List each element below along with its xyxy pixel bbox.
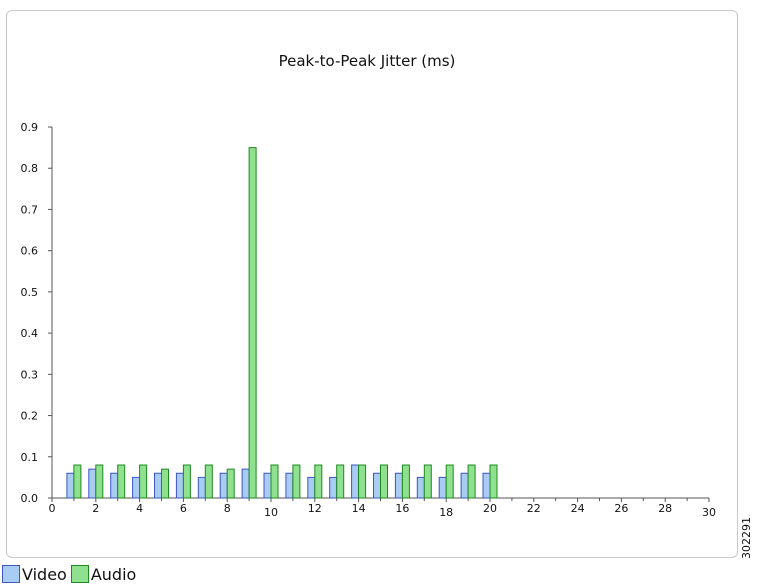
video-bar [329, 476, 338, 499]
y-tick-label: 0.4 [21, 327, 39, 340]
legend-swatch-video [2, 565, 20, 583]
x-tick-label: 14 [352, 502, 366, 515]
audio-bar [445, 464, 454, 499]
video-bar [373, 472, 381, 499]
legend-label-video: Video [22, 564, 67, 584]
x-tick-label: 8 [224, 502, 231, 515]
audio-bar [489, 464, 498, 499]
video-bar [460, 472, 469, 499]
audio-bar [248, 147, 257, 499]
x-tick-label: 18 [439, 506, 453, 519]
audio-bar [467, 464, 476, 499]
audio-bar [226, 468, 235, 499]
video-bar [154, 472, 162, 499]
y-tick-label: 0.7 [21, 203, 39, 216]
x-tick-label: 2 [92, 502, 99, 515]
legend-label-audio: Audio [90, 564, 137, 584]
audio-bar [314, 464, 323, 499]
x-tick-label: 12 [308, 502, 322, 515]
audio-bar [423, 464, 432, 499]
x-tick-label: 20 [483, 502, 497, 515]
audio-bar [73, 464, 82, 499]
legend-swatch-audio [70, 565, 89, 583]
y-tick-label: 0.6 [21, 245, 39, 258]
video-bar [241, 468, 250, 499]
video-bar [66, 472, 75, 499]
x-tick-label: 16 [395, 502, 409, 515]
video-bar [394, 472, 403, 499]
audio-bar [336, 464, 345, 499]
x-tick-label: 6 [180, 502, 187, 515]
y-tick-label: 0.2 [21, 410, 39, 423]
video-bar [285, 472, 294, 499]
audio-bar [292, 464, 301, 499]
figure-id: 302291 [740, 517, 753, 559]
y-tick-label: 0.9 [21, 121, 39, 134]
x-tick-label: 26 [614, 502, 628, 515]
video-bar [416, 476, 425, 499]
chart-frame [6, 10, 738, 558]
audio-bar [161, 468, 169, 499]
y-tick-label: 0.0 [21, 492, 39, 505]
video-bar [219, 472, 228, 499]
video-bar [482, 472, 491, 499]
bars [66, 147, 498, 499]
video-bar [197, 476, 206, 499]
video-bar [438, 476, 447, 499]
chart-title: Peak-to-Peak Jitter (ms) [279, 52, 456, 70]
legend: Video Audio [2, 564, 140, 584]
x-tick-label: 24 [571, 502, 585, 515]
audio-bar [182, 464, 191, 499]
video-bar [88, 468, 97, 499]
x-tick-label: 10 [264, 506, 278, 519]
legend-item-audio: Audio [70, 564, 137, 584]
y-tick-label: 0.8 [21, 162, 39, 175]
y-tick-label: 0.5 [21, 286, 39, 299]
x-tick-label: 28 [658, 502, 672, 515]
video-bar [110, 472, 119, 499]
x-tick-label: 22 [527, 502, 541, 515]
audio-bar [139, 464, 148, 499]
audio-bar [117, 464, 126, 499]
audio-bar [358, 464, 367, 499]
video-bar [263, 472, 272, 499]
audio-bar [380, 464, 388, 499]
y-tick-label: 0.1 [21, 451, 39, 464]
x-tick-label: 4 [136, 502, 143, 515]
video-bar [307, 476, 316, 499]
video-bar [132, 476, 141, 499]
audio-bar [204, 464, 213, 499]
legend-item-video: Video [2, 565, 67, 584]
audio-bar [270, 464, 279, 499]
audio-bar [401, 464, 410, 499]
x-tick-label: 30 [702, 506, 716, 519]
audio-bar [95, 464, 104, 499]
x-tick-label: 0 [49, 502, 56, 515]
video-bar [351, 464, 360, 499]
video-bar [175, 472, 184, 499]
y-tick-label: 0.3 [21, 368, 39, 381]
axes: 0.00.10.20.30.40.50.60.70.80.90 2 4 6 8 10 12 1… [21, 121, 717, 519]
